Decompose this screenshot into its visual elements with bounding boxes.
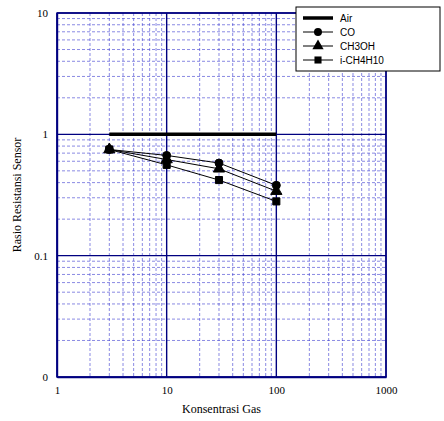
series-line [109,149,276,185]
minor-grid-line [161,13,162,377]
minor-grid-line [57,267,386,268]
minor-grid-line [133,13,134,377]
legend-label: Air [340,13,353,24]
x-tick: 100 [269,377,286,396]
minor-grid-line [57,282,386,283]
minor-grid-line [57,97,386,98]
point [105,146,113,154]
series-line [109,149,276,201]
grid-line [166,13,167,377]
minor-grid-line [156,13,157,377]
minor-grid-line [149,13,150,377]
x-axis-title: Konsentrasi Gas [182,402,261,416]
legend-line [303,16,333,20]
legend-marker [314,28,322,36]
grid-line [57,134,386,135]
minor-grid-line [123,13,124,377]
minor-grid-line [199,13,200,377]
minor-grid-line [57,303,386,304]
legend: Air CO CH3OH i-CH4H10 [296,7,440,71]
x-tick-label: 1 [55,384,61,396]
legend-label: i-CH4H10 [340,55,384,66]
y-axis-title: Rasio Resistansi Sensor [10,138,24,253]
point [271,185,282,195]
minor-grid-line [218,13,219,377]
minor-grid-line [57,139,386,140]
legend-marker [314,56,321,63]
x-tick-label: 1000 [376,384,399,396]
minor-grid-line [142,13,143,377]
minor-grid-line [271,13,272,377]
y-axis: 0 0.1 1 10 [34,7,57,383]
point [106,146,113,153]
minor-grid-line [57,274,386,275]
minor-grid-line [243,13,244,377]
minor-grid-line [57,340,386,341]
y-tick-label: 1 [43,128,49,140]
y-tick: 1 [43,128,58,140]
x-tick-label: 100 [269,384,286,396]
x-axis-line [58,377,387,378]
minor-grid-line [57,261,386,262]
x-tick: 1000 [376,377,399,396]
chart: 1 10 100 1000 0 0.1 1 10 Konsentrasi Gas Rasio Re… [0,0,444,421]
point [273,198,280,205]
minor-grid-line [57,219,386,220]
series-line [109,133,276,137]
y-tick: 0.1 [34,250,57,262]
point [215,177,222,184]
x-tick: 1 [55,377,61,396]
legend-marker [312,39,323,49]
y-tick-label: 10 [37,7,49,19]
minor-grid-line [57,292,386,293]
minor-grid-line [109,13,110,377]
y-tick: 10 [37,7,57,19]
data-area [104,134,282,205]
grid-line [57,255,386,256]
y-tick-label: 0 [43,371,49,383]
point [213,162,224,172]
minor-grid-line [265,13,266,377]
minor-grid-line [232,13,233,377]
legend-box [296,7,440,71]
minor-grid-line [57,319,386,320]
x-axis: 1 10 100 1000 [55,377,398,396]
minor-grid-line [252,13,253,377]
x-tick-label: 10 [162,384,174,396]
minor-grid-line [90,13,91,377]
grid-line [276,13,277,377]
point [163,161,170,168]
x-tick: 10 [162,377,174,396]
legend-label: CO [340,27,355,38]
y-tick: 0 [43,371,58,383]
minor-grid-line [57,76,386,77]
minor-grid-line [57,197,386,198]
y-tick-label: 0.1 [34,250,48,262]
point [104,143,115,153]
legend-label: CH3OH [340,41,375,52]
y-axis-line [57,14,58,378]
